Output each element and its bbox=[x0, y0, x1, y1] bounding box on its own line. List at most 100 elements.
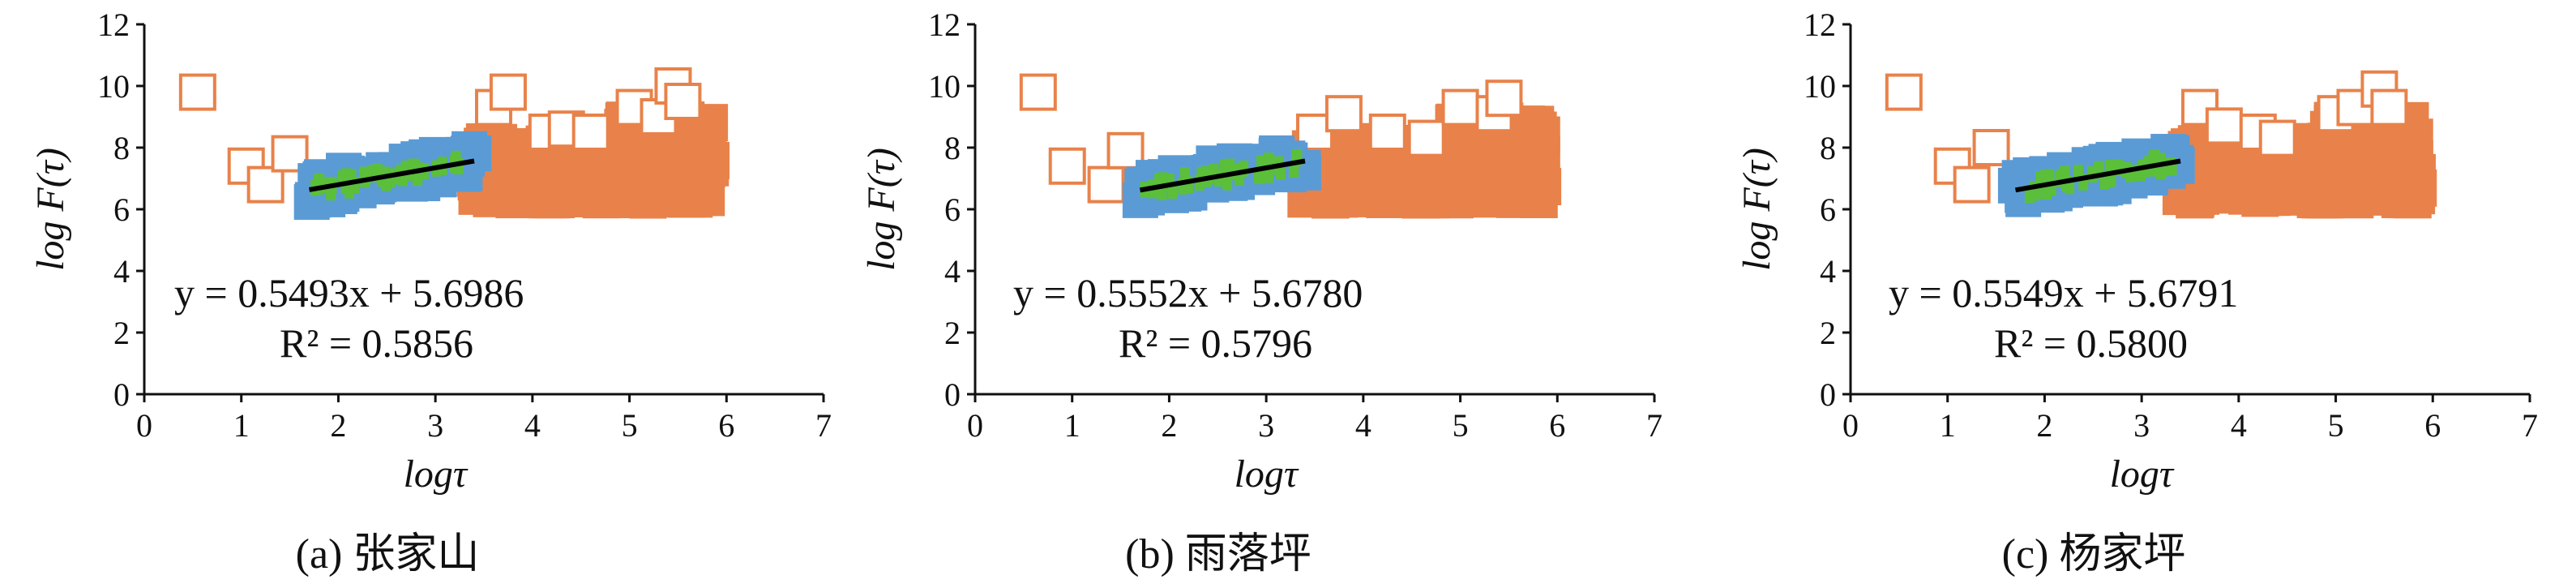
y-axis-title: log F(τ) bbox=[1735, 148, 1778, 271]
data-point bbox=[1368, 114, 1406, 151]
x-tick-label: 6 bbox=[1549, 407, 1565, 444]
x-tick-label: 7 bbox=[2522, 407, 2538, 444]
data-point bbox=[617, 161, 655, 200]
fit-equation: y = 0.5552x + 5.6780 bbox=[1013, 270, 1363, 316]
y-tick-label: 8 bbox=[1820, 130, 1836, 166]
fitted-series bbox=[1997, 134, 2195, 217]
x-tick-label: 1 bbox=[1940, 407, 1956, 444]
data-point bbox=[178, 73, 216, 111]
x-tick-label: 2 bbox=[2036, 407, 2052, 444]
data-point bbox=[1376, 151, 1414, 189]
data-point bbox=[659, 165, 697, 203]
data-point bbox=[497, 178, 535, 217]
fit-line bbox=[308, 158, 475, 192]
y-tick-label: 12 bbox=[928, 6, 961, 43]
x-tick-label: 7 bbox=[1646, 407, 1662, 444]
y-tick-label: 12 bbox=[97, 6, 130, 43]
data-point bbox=[1407, 119, 1445, 157]
x-tick-label: 5 bbox=[2328, 407, 2344, 444]
y-tick-label: 2 bbox=[944, 315, 961, 351]
data-point bbox=[489, 73, 527, 111]
panel-caption: (b) 雨落坪 bbox=[1125, 531, 1312, 578]
data-point bbox=[1517, 120, 1555, 158]
y-tick-label: 0 bbox=[1820, 376, 1836, 413]
x-tick-label: 0 bbox=[967, 407, 983, 444]
data-point bbox=[2370, 88, 2408, 127]
r-squared-label: R² = 0.5856 bbox=[280, 320, 473, 366]
data-point bbox=[2212, 172, 2250, 210]
y-tick-label: 0 bbox=[113, 376, 130, 413]
data-point bbox=[1048, 147, 1086, 185]
x-tick-label: 5 bbox=[622, 407, 638, 444]
x-tick-label: 0 bbox=[1842, 407, 1859, 444]
y-tick-label: 2 bbox=[113, 315, 130, 351]
y-tick-label: 4 bbox=[944, 253, 961, 290]
data-point bbox=[2205, 107, 2243, 145]
x-tick-label: 2 bbox=[330, 407, 346, 444]
y-tick-label: 6 bbox=[113, 191, 130, 228]
r-squared-label: R² = 0.5800 bbox=[1994, 320, 2188, 366]
data-point bbox=[2320, 176, 2358, 214]
data-point bbox=[1019, 73, 1057, 111]
data-point bbox=[1220, 159, 1230, 176]
y-tick-label: 6 bbox=[944, 191, 961, 228]
fit-equation: y = 0.5493x + 5.6986 bbox=[174, 270, 524, 316]
panel-caption: (a) 张家山 bbox=[296, 531, 480, 578]
x-tick-label: 4 bbox=[1355, 407, 1371, 444]
data-point bbox=[2099, 173, 2110, 190]
dense-cloud-series bbox=[1286, 101, 1562, 219]
y-tick-label: 10 bbox=[1804, 68, 1836, 105]
data-point bbox=[2040, 170, 2051, 187]
data-point bbox=[1441, 88, 1479, 127]
y-tick-label: 10 bbox=[928, 68, 961, 105]
fit-equation: y = 0.5549x + 5.6791 bbox=[1889, 270, 2238, 316]
x-axis-title: logτ bbox=[2110, 453, 2175, 496]
y-tick-label: 12 bbox=[1804, 6, 1836, 43]
data-point bbox=[2258, 119, 2296, 157]
x-tick-label: 4 bbox=[524, 407, 541, 444]
x-tick-label: 3 bbox=[1258, 407, 1274, 444]
data-point bbox=[1450, 139, 1488, 177]
x-tick-label: 6 bbox=[2424, 407, 2441, 444]
data-point bbox=[1087, 165, 1125, 204]
x-axis-title: logτ bbox=[404, 453, 469, 496]
x-tick-label: 1 bbox=[1064, 407, 1080, 444]
x-tick-label: 1 bbox=[233, 407, 250, 444]
panel-caption: (c) 杨家坪 bbox=[2002, 531, 2186, 578]
data-point bbox=[564, 163, 602, 201]
x-tick-label: 0 bbox=[136, 407, 152, 444]
data-point bbox=[664, 83, 702, 120]
y-tick-label: 10 bbox=[97, 68, 130, 105]
y-tick-label: 8 bbox=[113, 130, 130, 166]
x-tick-label: 3 bbox=[427, 407, 443, 444]
y-tick-label: 0 bbox=[944, 376, 961, 413]
data-point bbox=[1972, 129, 2010, 166]
y-tick-label: 8 bbox=[944, 130, 961, 166]
r-squared-label: R² = 0.5796 bbox=[1119, 320, 1312, 366]
data-point bbox=[2363, 153, 2401, 191]
x-axis-title: logτ bbox=[1235, 453, 1299, 496]
x-tick-label: 5 bbox=[1453, 407, 1469, 444]
x-tick-label: 6 bbox=[718, 407, 734, 444]
y-axis-title: log F(τ) bbox=[29, 148, 72, 271]
data-point bbox=[571, 114, 610, 151]
x-tick-label: 4 bbox=[2231, 407, 2247, 444]
data-point bbox=[246, 165, 285, 204]
x-tick-label: 3 bbox=[2133, 407, 2150, 444]
y-tick-label: 6 bbox=[1820, 191, 1836, 228]
x-tick-label: 7 bbox=[815, 407, 832, 444]
fit-line bbox=[2014, 158, 2181, 193]
data-point bbox=[2285, 178, 2323, 216]
y-tick-label: 2 bbox=[1820, 315, 1836, 351]
data-point bbox=[1953, 165, 1991, 204]
fit-line bbox=[1139, 158, 1306, 193]
x-tick-label: 2 bbox=[1161, 407, 1177, 444]
data-point bbox=[271, 135, 309, 173]
y-tick-label: 4 bbox=[1820, 253, 1836, 290]
y-axis-title: log F(τ) bbox=[860, 148, 903, 271]
data-point bbox=[1485, 79, 1523, 118]
